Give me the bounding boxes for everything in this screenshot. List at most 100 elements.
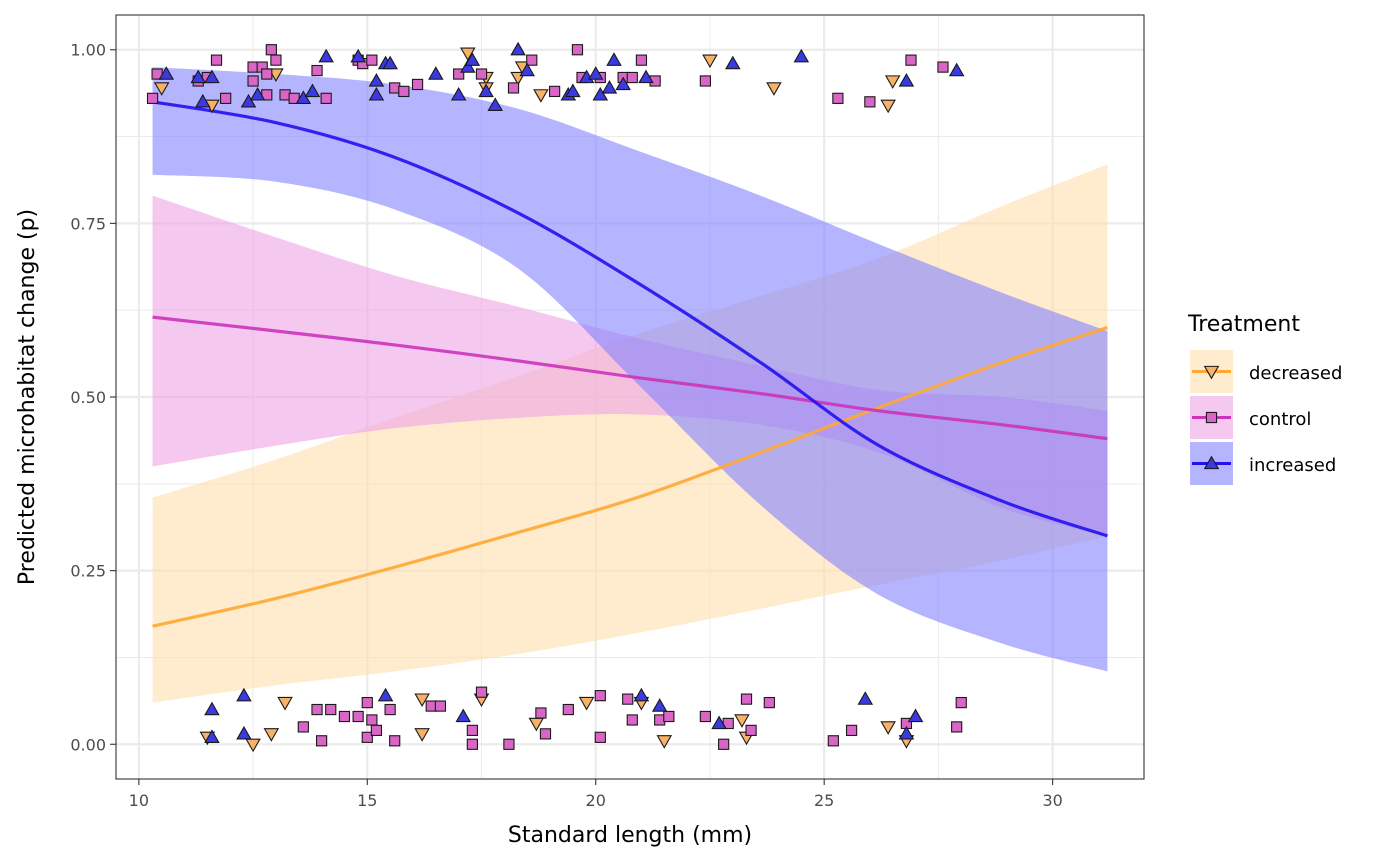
y-tick-label: 0.50 — [70, 388, 106, 407]
point-decreased — [734, 714, 750, 728]
point-control — [745, 724, 757, 737]
point-control — [594, 690, 606, 702]
point-increased — [633, 687, 650, 702]
point-increased — [651, 698, 668, 712]
point-increased — [793, 48, 810, 63]
legend-label-increased: increased — [1249, 455, 1336, 476]
ribbon-increased — [152, 67, 1108, 672]
point-control — [535, 707, 547, 719]
point-control — [384, 703, 396, 716]
point-control — [571, 44, 584, 56]
point-control — [466, 724, 478, 737]
point-decreased — [702, 54, 718, 69]
point-increased — [711, 715, 727, 730]
point-increased — [236, 725, 252, 740]
point-increased — [318, 48, 334, 63]
point-control — [864, 96, 876, 108]
x-tick-label: 25 — [814, 791, 834, 810]
point-decreased — [414, 693, 430, 708]
point-increased — [907, 708, 924, 723]
point-increased — [249, 86, 266, 101]
point-control — [434, 700, 447, 712]
point-increased — [190, 69, 207, 84]
legend-marker — [1205, 411, 1218, 424]
point-control — [475, 686, 488, 698]
point-increased — [519, 62, 535, 77]
legend-marker — [1203, 455, 1220, 470]
point-control — [663, 710, 675, 723]
x-tick-label: 10 — [129, 791, 149, 810]
point-control — [220, 92, 232, 104]
point-control — [466, 738, 478, 750]
point-control — [389, 735, 401, 747]
point-control — [955, 696, 967, 709]
point-control — [361, 731, 373, 743]
point-control — [398, 85, 410, 98]
point-control — [361, 696, 373, 709]
point-control — [594, 731, 606, 743]
point-increased — [725, 55, 741, 70]
point-increased — [478, 83, 494, 98]
point-control — [352, 710, 364, 723]
point-increased — [295, 90, 312, 105]
point-increased — [565, 83, 581, 98]
point-increased — [948, 62, 965, 77]
y-axis: 0.00 0.25 0.50 0.75 1.00 — [70, 41, 116, 754]
point-control — [562, 703, 574, 716]
point-increased — [204, 701, 220, 716]
point-control — [297, 721, 309, 733]
point-control — [622, 693, 634, 705]
point-decreased — [263, 728, 280, 742]
point-increased — [382, 55, 398, 70]
point-increased — [368, 73, 385, 87]
point-control — [366, 714, 378, 726]
legend-key-decreased — [1190, 350, 1233, 393]
legend-marker — [1203, 365, 1220, 380]
point-increased — [615, 76, 631, 91]
x-axis-title: Standard length (mm) — [508, 823, 752, 848]
point-decreased — [884, 75, 901, 89]
fit-lines — [152, 100, 1108, 628]
point-increased — [638, 69, 654, 84]
point-control — [210, 54, 223, 66]
data-points — [146, 41, 967, 753]
point-control — [453, 68, 465, 80]
point-control — [905, 54, 917, 66]
plot-area — [115, 14, 1145, 780]
y-tick-label: 0.00 — [70, 735, 106, 754]
point-decreased — [414, 728, 430, 742]
point-control — [827, 735, 839, 747]
point-increased — [606, 52, 622, 66]
point-control — [411, 78, 424, 91]
point-increased — [204, 69, 220, 84]
point-control — [325, 703, 337, 716]
line-control — [152, 315, 1108, 441]
point-increased — [487, 97, 503, 111]
point-control — [475, 68, 488, 80]
y-tick-label: 0.75 — [70, 214, 106, 233]
point-increased — [304, 83, 321, 98]
point-increased — [236, 687, 252, 702]
point-control — [718, 738, 730, 750]
point-control — [626, 71, 638, 84]
point-control — [315, 735, 328, 747]
point-control — [699, 75, 712, 87]
point-increased — [898, 725, 915, 740]
legend-key-control — [1190, 396, 1233, 439]
point-control — [311, 64, 323, 77]
point-decreased — [656, 735, 673, 749]
x-tick-label: 30 — [1042, 791, 1062, 810]
legend-key-increased — [1190, 442, 1233, 485]
point-decreased — [277, 696, 293, 711]
point-increased — [601, 79, 618, 94]
point-increased — [428, 66, 444, 80]
point-control — [937, 61, 949, 73]
point-control — [763, 696, 775, 709]
point-control — [503, 738, 515, 750]
legend: Treatment decreased control increased — [1187, 312, 1342, 485]
point-control — [626, 714, 638, 726]
point-control — [146, 92, 159, 104]
point-decreased — [268, 68, 284, 82]
point-decreased — [880, 721, 896, 735]
point-control — [270, 54, 282, 66]
